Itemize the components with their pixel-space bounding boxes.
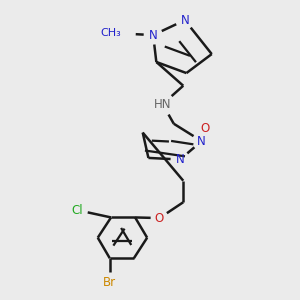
Text: CH₃: CH₃	[101, 28, 122, 38]
Text: O: O	[200, 122, 209, 135]
Text: N: N	[176, 153, 184, 166]
Text: O: O	[155, 212, 164, 225]
Text: Cl: Cl	[72, 204, 83, 217]
Text: HN: HN	[154, 98, 171, 111]
Text: Br: Br	[103, 275, 116, 289]
Text: N: N	[149, 28, 158, 42]
Text: N: N	[197, 135, 206, 148]
Text: N: N	[181, 14, 189, 27]
